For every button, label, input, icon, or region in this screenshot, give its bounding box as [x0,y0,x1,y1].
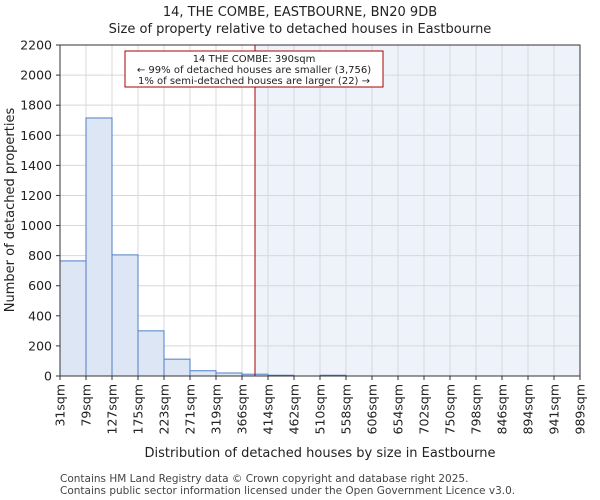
annotation-line-3: 1% of semi-detached houses are larger (2… [138,76,370,87]
y-tick-label: 1200 [20,188,52,203]
bar [163,358,191,377]
x-tick-label: 366sqm [235,384,250,434]
x-tick-label: 319sqm [209,384,224,434]
annotation-line-1: 14 THE COMBE: 390sqm [193,54,316,65]
x-tick-label: 31sqm [53,384,68,427]
x-tick-label: 654sqm [391,384,406,434]
x-tick-label: 462sqm [287,384,302,434]
x-tick-label: 175sqm [131,384,146,434]
bar [59,260,87,377]
bar [85,117,113,377]
chart-subtitle: Size of property relative to detached ho… [109,22,492,37]
x-tick-label: 223sqm [157,384,172,434]
x-tick-label: 702sqm [417,384,432,434]
y-tick-label: 400 [28,308,52,323]
x-tick-label: 750sqm [443,384,458,434]
footer-line-1: Contains HM Land Registry data © Crown c… [60,473,469,485]
bar [189,370,217,377]
chart-title: 14, THE COMBE, EASTBOURNE, BN20 9DB [163,5,437,20]
x-tick-label: 606sqm [365,384,380,434]
x-tick-label: 271sqm [183,384,198,434]
bar [137,330,165,377]
y-tick-label: 2200 [20,38,52,53]
highlight-region [255,45,580,376]
y-axis-label: Number of detached properties [3,108,18,313]
y-tick-label: 2000 [20,68,52,83]
y-tick-label: 1800 [20,98,52,113]
annotation-box [124,50,384,88]
bar [111,254,139,377]
y-tick-label: 1000 [20,218,52,233]
y-tick-label: 800 [28,248,52,263]
x-tick-label: 989sqm [573,384,588,434]
y-tick-label: 200 [28,338,52,353]
y-tick-label: 600 [28,278,52,293]
x-axis-label: Distribution of detached houses by size … [144,446,495,461]
annotation-line-2: ← 99% of detached houses are smaller (3,… [137,65,371,76]
x-tick-label: 846sqm [495,384,510,434]
x-tick-label: 798sqm [469,384,484,434]
y-tick-label: 1400 [20,158,52,173]
x-tick-label: 127sqm [105,384,120,434]
x-tick-label: 79sqm [79,384,94,427]
x-tick-label: 894sqm [521,384,536,434]
footer-line-2: Contains public sector information licen… [60,485,516,497]
x-tick-label: 558sqm [339,384,354,434]
y-tick-label: 1600 [20,128,52,143]
y-tick-label: 0 [44,369,52,384]
x-tick-label: 941sqm [547,384,562,434]
x-tick-label: 510sqm [313,384,328,434]
x-tick-label: 414sqm [261,384,276,434]
